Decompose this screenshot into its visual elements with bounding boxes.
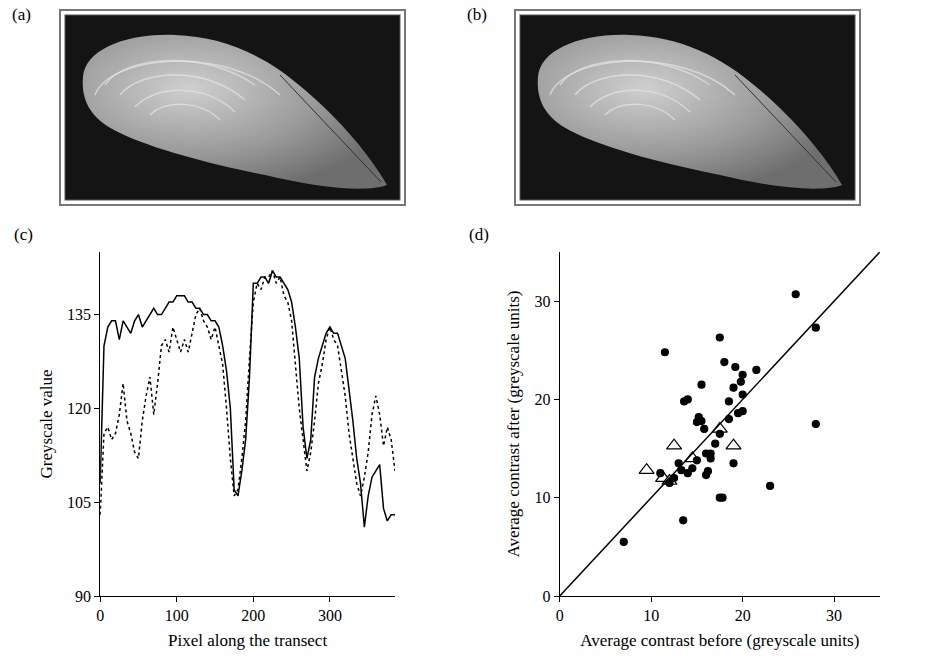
svg-text:0: 0 [556, 607, 564, 624]
svg-text:135: 135 [67, 306, 91, 323]
svg-text:(b): (b) [467, 5, 487, 24]
svg-text:Average contrast after (greysc: Average contrast after (greyscale units) [504, 291, 523, 558]
svg-text:30: 30 [535, 293, 551, 310]
svg-text:0: 0 [96, 607, 104, 624]
svg-text:10: 10 [535, 489, 551, 506]
svg-text:(c): (c) [14, 225, 33, 244]
svg-text:Average contrast before (greys: Average contrast before (greyscale units… [580, 631, 859, 650]
svg-text:200: 200 [241, 607, 265, 624]
svg-text:100: 100 [165, 607, 189, 624]
svg-text:0: 0 [543, 588, 551, 605]
svg-text:10: 10 [643, 607, 659, 624]
svg-text:90: 90 [75, 588, 91, 605]
svg-text:(d): (d) [469, 225, 489, 244]
svg-text:20: 20 [735, 607, 751, 624]
svg-text:(a): (a) [12, 5, 31, 24]
svg-text:300: 300 [318, 607, 342, 624]
svg-text:30: 30 [826, 607, 842, 624]
svg-text:120: 120 [67, 400, 91, 417]
svg-text:Pixel along the transect: Pixel along the transect [168, 631, 327, 650]
svg-text:Greyscale value: Greyscale value [37, 369, 56, 478]
svg-text:20: 20 [535, 391, 551, 408]
svg-text:105: 105 [67, 494, 91, 511]
